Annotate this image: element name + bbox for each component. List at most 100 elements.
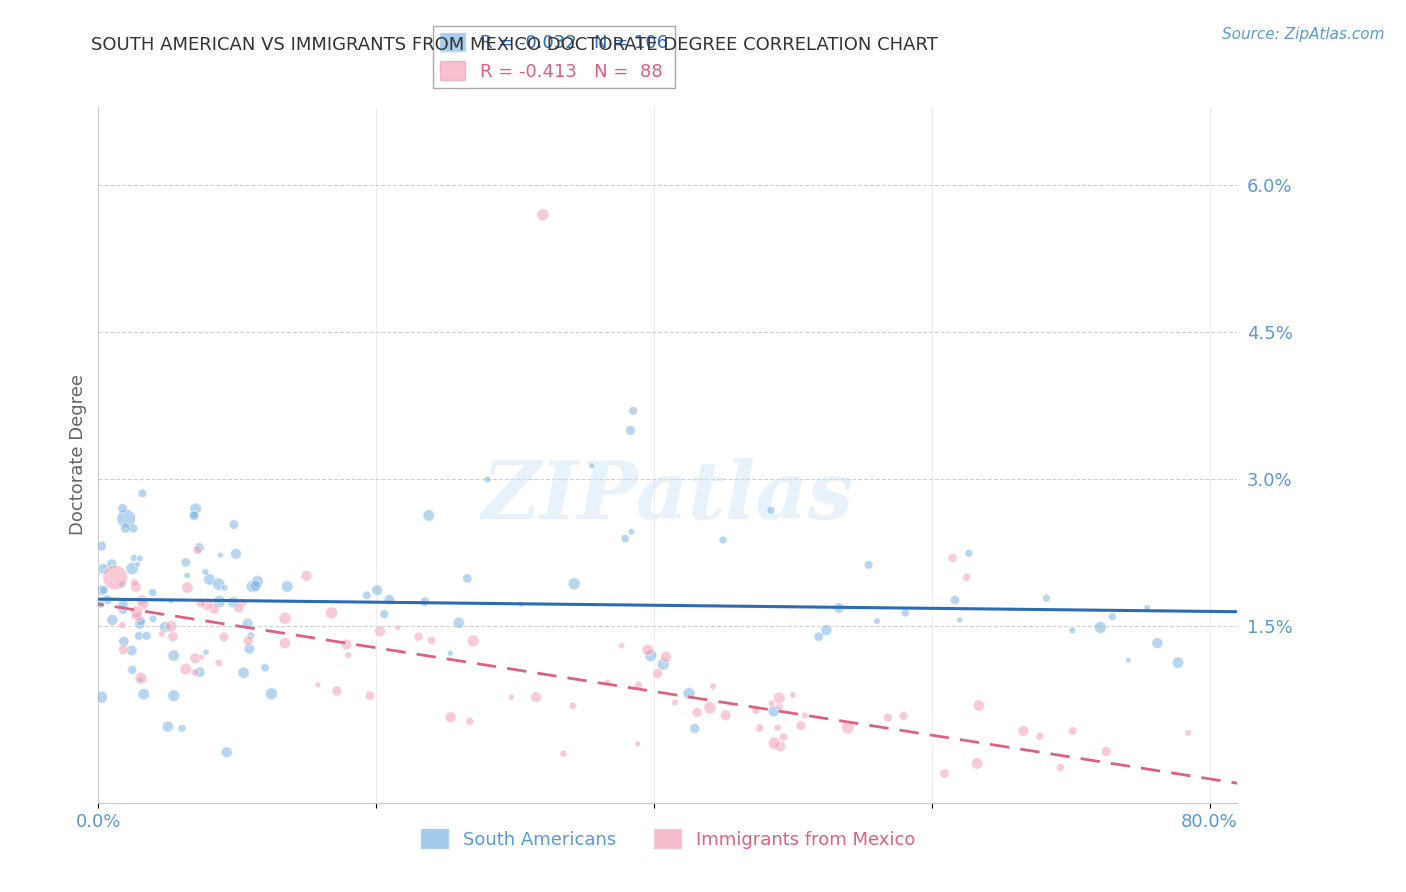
Point (125, 580, 148, 594)
Point (112, 634, 135, 648)
Point (188, 665, 211, 680)
Point (232, 596, 254, 610)
Point (132, 687, 155, 701)
Point (640, 648, 662, 663)
Point (790, 718, 813, 732)
Point (253, 661, 276, 675)
Point (104, 570, 127, 584)
Point (782, 688, 804, 702)
Point (183, 508, 205, 522)
Point (225, 547, 247, 561)
Point (238, 633, 260, 648)
Point (190, 596, 212, 610)
Point (524, 690, 547, 705)
Point (686, 706, 709, 720)
Point (627, 737, 650, 751)
Point (1062, 723, 1084, 738)
Point (420, 633, 443, 648)
Point (111, 618, 134, 632)
Point (214, 581, 236, 595)
Point (1116, 653, 1139, 667)
Point (359, 689, 381, 703)
Point (1177, 726, 1199, 740)
Point (581, 458, 603, 473)
Point (761, 696, 783, 710)
Point (90, 598, 112, 612)
Point (439, 646, 461, 660)
Point (366, 583, 388, 598)
Point (238, 641, 260, 656)
Point (274, 611, 297, 625)
Point (1095, 744, 1118, 758)
Point (678, 687, 700, 701)
Point (195, 597, 218, 611)
Point (246, 574, 269, 589)
Point (1090, 620, 1112, 634)
Point (129, 673, 152, 687)
Point (170, 722, 193, 736)
Point (215, 745, 238, 759)
Point (828, 601, 851, 615)
Point (934, 766, 956, 780)
Point (894, 606, 917, 620)
Point (1029, 729, 1052, 743)
Point (337, 648, 360, 662)
Y-axis label: Doctorate Degree: Doctorate Degree (69, 375, 87, 535)
Point (893, 709, 915, 723)
Point (295, 569, 318, 583)
Point (124, 575, 146, 590)
Point (129, 616, 152, 631)
Point (664, 696, 686, 710)
Point (129, 614, 152, 628)
Point (439, 710, 461, 724)
Point (112, 603, 135, 617)
Point (90, 690, 112, 705)
Point (627, 678, 650, 692)
Point (637, 643, 659, 657)
Point (176, 568, 198, 582)
Point (274, 636, 297, 650)
Point (114, 521, 136, 535)
Text: Source: ZipAtlas.com: Source: ZipAtlas.com (1222, 27, 1385, 42)
Point (335, 638, 357, 652)
Point (142, 585, 165, 599)
Point (121, 663, 143, 677)
Point (1062, 624, 1084, 638)
Point (96, 592, 118, 607)
Text: SOUTH AMERICAN VS IMMIGRANTS FROM MEXICO DOCTORATE DEGREE CORRELATION CHART: SOUTH AMERICAN VS IMMIGRANTS FROM MEXICO… (91, 36, 938, 54)
Point (321, 606, 343, 620)
Point (1035, 591, 1057, 605)
Point (858, 558, 880, 572)
Point (807, 630, 830, 644)
Point (115, 511, 138, 525)
Point (769, 739, 792, 754)
Point (232, 665, 254, 680)
Point (943, 593, 966, 607)
Point (222, 595, 245, 609)
Point (1049, 760, 1071, 774)
Point (621, 404, 644, 418)
Point (90, 583, 112, 598)
Point (768, 699, 790, 714)
Point (655, 649, 678, 664)
Point (150, 627, 173, 641)
Text: ZIPatlas: ZIPatlas (482, 458, 853, 535)
Point (477, 472, 499, 486)
Point (614, 532, 637, 546)
Point (100, 557, 122, 571)
Point (620, 524, 643, 539)
Point (652, 657, 675, 672)
Point (242, 579, 264, 593)
Point (562, 576, 585, 591)
Point (160, 594, 183, 608)
Point (111, 501, 134, 516)
Point (162, 629, 184, 643)
Point (744, 703, 766, 717)
Point (156, 720, 179, 734)
Point (174, 555, 197, 569)
Point (183, 508, 205, 523)
Point (111, 577, 134, 591)
Point (553, 747, 575, 761)
Point (245, 579, 267, 593)
Point (184, 501, 207, 516)
